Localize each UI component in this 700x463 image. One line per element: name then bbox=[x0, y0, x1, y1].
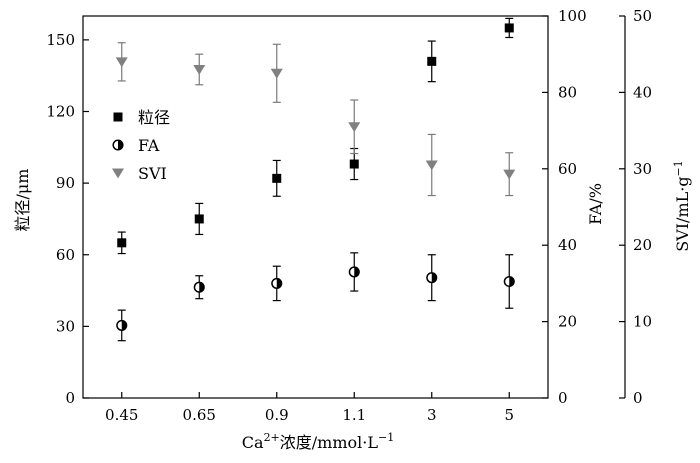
data-marks bbox=[115, 17, 516, 342]
fa-tick-label: 80 bbox=[558, 83, 577, 101]
left-axis: 0 30 60 90 120 150 bbox=[46, 31, 89, 407]
data-point bbox=[503, 169, 516, 180]
x-tick-label: 3 bbox=[427, 406, 437, 424]
svi-title-base: SVI/mL·g bbox=[673, 176, 692, 251]
data-point bbox=[115, 57, 128, 68]
data-point bbox=[427, 56, 437, 66]
plot-frame bbox=[82, 15, 549, 399]
svi-tick-label: 50 bbox=[633, 7, 652, 25]
data-point bbox=[426, 272, 438, 284]
data-point bbox=[503, 275, 515, 288]
data-point bbox=[117, 238, 127, 248]
left-tick-label: 90 bbox=[56, 174, 75, 192]
left-tick-label: 150 bbox=[46, 31, 75, 49]
right-axis-svi: 0 10 20 30 40 50 bbox=[619, 7, 652, 407]
right-axis-fa: 0 20 40 60 80 100 bbox=[542, 7, 587, 407]
legend-marker bbox=[112, 139, 124, 151]
data-point bbox=[504, 23, 514, 33]
data-point bbox=[271, 277, 283, 289]
x-tick-label: 0.45 bbox=[105, 406, 138, 424]
left-tick-label: 120 bbox=[46, 103, 75, 121]
fa-tick-label: 0 bbox=[558, 389, 568, 407]
data-point bbox=[194, 214, 204, 224]
data-point bbox=[348, 266, 360, 278]
fa-tick-label: 60 bbox=[558, 160, 577, 178]
x-tick-label: 5 bbox=[504, 406, 514, 424]
right-axis-svi-title: SVI/mL·g−1 bbox=[672, 160, 692, 252]
left-tick-label: 60 bbox=[56, 246, 75, 264]
x-axis: 0.45 0.65 0.9 1.1 3 5 bbox=[105, 392, 514, 424]
left-tick-label: 30 bbox=[56, 317, 75, 335]
data-point bbox=[193, 281, 205, 293]
fa-tick-label: 20 bbox=[558, 313, 577, 331]
data-point bbox=[116, 319, 128, 331]
fa-tick-label: 40 bbox=[558, 236, 577, 254]
fa-tick-label: 100 bbox=[558, 7, 587, 25]
x-tick-label: 0.9 bbox=[265, 406, 289, 424]
data-point bbox=[348, 122, 361, 133]
svi-tick-label: 10 bbox=[633, 313, 652, 331]
data-point bbox=[425, 160, 438, 171]
legend-marker bbox=[113, 112, 123, 122]
left-axis-title: 粒径/μm bbox=[13, 169, 32, 232]
data-point bbox=[193, 64, 206, 75]
svi-tick-label: 0 bbox=[633, 389, 643, 407]
data-point bbox=[270, 68, 283, 79]
x-title-base: Ca bbox=[242, 433, 264, 452]
x-title-mid: 浓度/mmol·L bbox=[280, 433, 379, 452]
svi-tick-label: 20 bbox=[633, 236, 652, 254]
x-axis-title: Ca2+浓度/mmol·L−1 bbox=[242, 431, 394, 452]
svi-title-sup: −1 bbox=[672, 160, 685, 176]
x-title-sup1: 2+ bbox=[264, 431, 280, 444]
legend-label: SVI bbox=[138, 164, 167, 183]
x-title-sup2: −1 bbox=[378, 431, 394, 444]
right-axis-fa-title: FA/% bbox=[586, 183, 605, 225]
data-point bbox=[349, 159, 359, 169]
data-point bbox=[272, 173, 282, 183]
svi-tick-label: 40 bbox=[633, 83, 652, 101]
legend-label: 粒径 bbox=[138, 108, 170, 127]
legend: 粒径 FA SVI bbox=[112, 108, 170, 183]
svi-tick-label: 30 bbox=[633, 160, 652, 178]
legend-marker bbox=[112, 168, 124, 179]
x-tick-label: 0.65 bbox=[183, 406, 216, 424]
legend-label: FA bbox=[138, 136, 160, 155]
left-tick-label: 0 bbox=[65, 389, 75, 407]
x-tick-label: 1.1 bbox=[342, 406, 366, 424]
